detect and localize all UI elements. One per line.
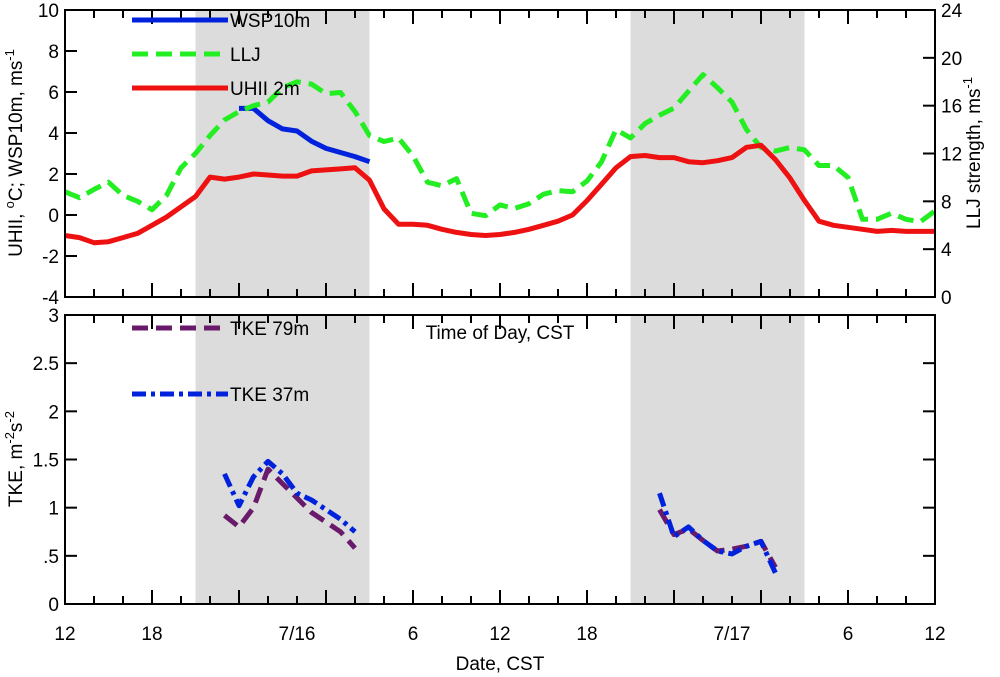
top-y2-title-part-a: LLJ strength, ms <box>964 89 985 229</box>
bottom-shaded-periods <box>195 315 805 604</box>
top-y-title-part-a: UHII, <box>6 208 27 257</box>
bottom-ytick-label: 3 <box>48 306 59 327</box>
bottom-y-title-exp1: -2 <box>2 432 17 444</box>
top-y2tick-label: 0 <box>941 288 952 309</box>
bottom-y-tick-labels: 0 .5 1 1.5 2 2.5 3 <box>33 306 59 616</box>
top-ytick-label: 2 <box>48 165 59 186</box>
bottom-plot-frame <box>64 314 936 605</box>
x-tick-label: 18 <box>576 624 597 645</box>
top-y2-title-exp: -1 <box>960 77 975 89</box>
top-ytick-label: 6 <box>48 83 59 104</box>
top-y2tick-label: 8 <box>941 192 952 213</box>
bottom-x-tick-labels: 12 18 6 12 18 6 12 7/16 7/17 <box>54 624 945 645</box>
top-ytick-label: -2 <box>42 247 59 268</box>
top-series-llj-line <box>64 72 937 225</box>
top-y2-axis-title: LLJ strength, ms-1 <box>960 77 985 229</box>
x-date-label: 7/16 <box>279 624 316 645</box>
x-date-label: 7/17 <box>714 624 751 645</box>
bottom-ytick-label: 1 <box>48 499 59 520</box>
bottom-series-tke-79m-line <box>222 466 357 550</box>
bottom-legend-label: TKE 37m <box>230 385 309 406</box>
bottom-shade-1 <box>630 315 805 604</box>
bottom-ytick-label: 1.5 <box>33 451 59 472</box>
top-y2tick-label: 24 <box>941 1 963 22</box>
top-y2tick-label: 16 <box>941 97 962 118</box>
top-y-title-exp: -1 <box>2 49 17 61</box>
top-ytick-label: 8 <box>48 42 59 63</box>
top-y-tick-labels: -4 -2 0 2 4 6 8 10 <box>38 1 60 309</box>
bottom-ytick-label: .5 <box>43 547 59 568</box>
bottom-y-title-exp2: -2 <box>2 411 17 423</box>
bottom-series <box>222 458 778 575</box>
x-tick-label: 6 <box>843 624 854 645</box>
bottom-panel: 0 .5 1 1.5 2 2.5 3 12 18 6 12 18 6 12 7/16 7/17 TKE, m… <box>2 306 946 675</box>
top-y2-tick-labels: 0 4 8 12 16 20 24 <box>941 1 963 309</box>
top-y-axis-title: UHII, oC; WSP10m, ms-1 <box>2 49 27 257</box>
x-tick-label: 12 <box>489 624 510 645</box>
top-y-title-degree: o <box>2 201 17 208</box>
top-series-uhii-2m-line <box>64 142 935 246</box>
bottom-ticks <box>64 314 936 605</box>
top-ytick-label: 0 <box>48 206 59 227</box>
top-ytick-label: 4 <box>48 124 59 145</box>
top-legend-label: LLJ <box>230 45 261 66</box>
bottom-ytick-label: 2.5 <box>33 354 59 375</box>
x-tick-label: 12 <box>54 624 75 645</box>
top-y2tick-label: 4 <box>941 240 952 261</box>
bottom-y-title-part-b: s <box>6 423 27 433</box>
x-tick-label: 12 <box>924 624 945 645</box>
x-tick-label: 18 <box>141 624 162 645</box>
top-series <box>64 72 937 246</box>
x-axis-title: Date, CST <box>456 654 545 675</box>
top-ticks <box>64 9 936 298</box>
top-series-wsp10m-line <box>239 105 371 165</box>
top-legend: WSP10m LLJ UHII 2m <box>132 11 310 100</box>
bottom-shade-0 <box>195 315 370 604</box>
bottom-legend: TKE 79m TKE 37m <box>132 319 309 406</box>
top-shaded-periods <box>195 10 805 297</box>
top-ytick-label: -4 <box>42 288 59 309</box>
top-y-title-part-b: C; WSP10m, ms <box>6 61 27 201</box>
top-ytick-label: 10 <box>38 1 59 22</box>
top-y2tick-label: 20 <box>941 49 962 70</box>
top-legend-label: UHII 2m <box>230 79 300 100</box>
bottom-y-axis-title: TKE, m-2s-2 <box>2 411 27 507</box>
inner-x-axis-title: Time of Day, CST <box>426 323 575 344</box>
top-shade-1 <box>630 10 805 297</box>
bottom-y-title-part-a: TKE, m <box>6 444 27 507</box>
top-legend-label: WSP10m <box>230 11 310 32</box>
x-tick-label: 6 <box>408 624 419 645</box>
bottom-ytick-label: 2 <box>48 402 59 423</box>
bottom-ytick-label: 0 <box>48 595 59 616</box>
bottom-series-tke-37m-line <box>222 458 357 534</box>
top-y2tick-label: 12 <box>941 145 962 166</box>
bottom-series-tke-37m-2--line <box>657 492 778 575</box>
bottom-legend-label: TKE 79m <box>230 319 309 340</box>
top-plot-frame <box>64 9 936 298</box>
